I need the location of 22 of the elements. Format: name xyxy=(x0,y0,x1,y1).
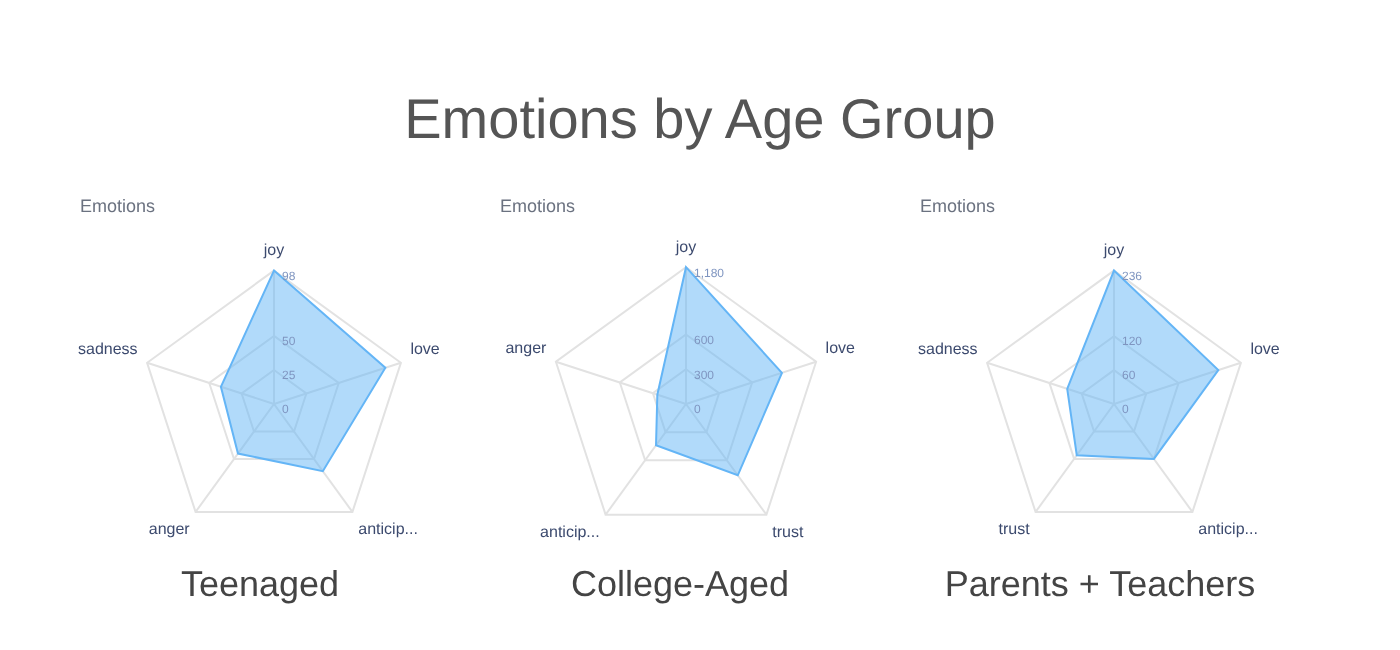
spoke-label: love xyxy=(410,340,441,359)
spoke-label: trust xyxy=(998,520,1032,539)
spoke-label: joy xyxy=(673,238,697,257)
spoke-label: sadness xyxy=(918,340,978,359)
text: Teenaged xyxy=(178,564,342,606)
spoke-label: joy xyxy=(1101,241,1125,260)
chart-subtitle: Emotions xyxy=(920,196,996,216)
spoke-label: anger xyxy=(148,520,191,539)
spoke-label: joy xyxy=(261,241,285,260)
spoke-label: love xyxy=(1250,340,1281,359)
spoke-label: anticip... xyxy=(1198,520,1258,539)
spoke-label: sadness xyxy=(78,340,138,359)
spoke-label: anticip... xyxy=(358,520,418,539)
text: Parents + Teachers xyxy=(942,564,1258,606)
spoke-label: love xyxy=(825,339,857,358)
spoke-label: anger xyxy=(505,339,548,358)
chart-subtitle: Emotions xyxy=(500,196,576,216)
text: College-Aged xyxy=(568,564,792,606)
text: Emotions by Age Group xyxy=(402,88,998,152)
chart-subtitle: Emotions xyxy=(80,196,156,216)
spoke-label: trust xyxy=(772,522,805,541)
spoke-label: anticip... xyxy=(540,522,600,541)
